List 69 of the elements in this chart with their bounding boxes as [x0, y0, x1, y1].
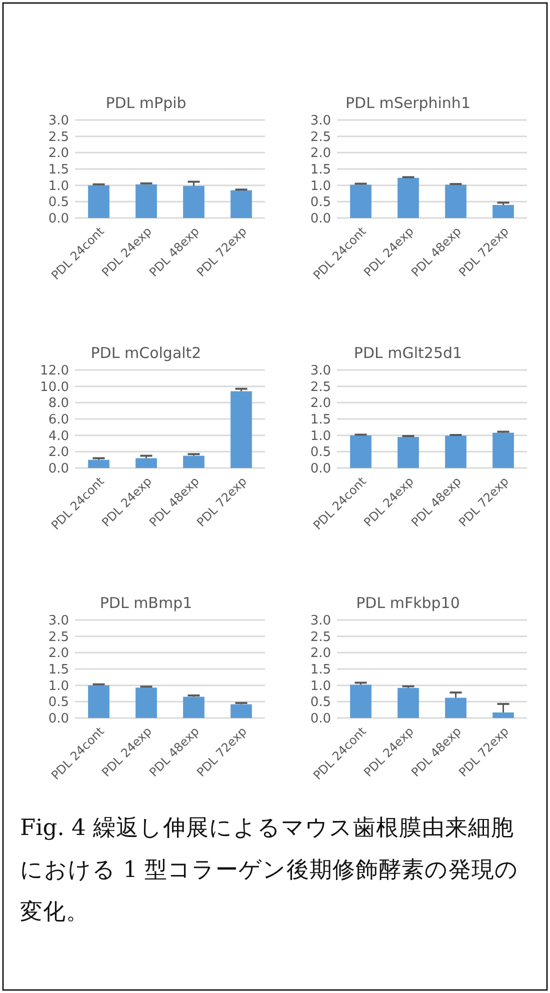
y-tick-label: 2.0 — [48, 445, 69, 460]
y-tick-label: 1.5 — [48, 162, 69, 178]
chart-title: PDL mFkbp10 — [356, 594, 460, 612]
y-tick-label: 1.0 — [48, 678, 69, 694]
y-tick-label: 3.0 — [310, 364, 331, 378]
y-tick-label: 8.0 — [48, 396, 69, 412]
bar — [136, 458, 157, 468]
y-tick-label: 2.0 — [310, 146, 331, 162]
y-tick-label: 0.5 — [310, 195, 331, 210]
y-tick-label: 1.5 — [48, 662, 69, 678]
y-tick-label: 0.0 — [310, 712, 331, 726]
y-tick-label: 6.0 — [48, 412, 69, 428]
bar — [88, 460, 110, 468]
y-tick-label: 3.0 — [310, 614, 331, 628]
y-tick-label: 1.0 — [310, 428, 331, 444]
bar — [350, 684, 372, 718]
bar — [230, 190, 252, 218]
chart-title: PDL mColgalt2 — [90, 344, 202, 362]
y-tick-label: 1.0 — [310, 678, 331, 694]
bar — [230, 391, 252, 468]
bar — [88, 685, 110, 718]
caption: Fig. 4 繰返し伸展によるマウス歯根膜由来細胞における 1 型コラーゲン後期修飾酵素の発現の変化。 — [20, 815, 519, 925]
y-tick-label: 2.0 — [48, 146, 69, 162]
bar — [183, 696, 204, 718]
bar — [88, 185, 110, 218]
y-tick-label: 1.5 — [310, 412, 331, 428]
bar — [136, 184, 157, 218]
y-tick-label: 0.0 — [48, 462, 69, 476]
y-tick-label: 3.0 — [48, 614, 69, 628]
y-tick-label: 0.5 — [48, 195, 69, 210]
y-tick-label: 1.0 — [48, 178, 69, 194]
bar — [136, 688, 157, 718]
bar — [230, 704, 252, 718]
bar — [350, 184, 372, 218]
y-tick-label: 4.0 — [48, 428, 69, 444]
y-tick-label: 10.0 — [40, 380, 69, 395]
chart-title: PDL mGlt25d1 — [354, 344, 462, 362]
y-tick-label: 1.0 — [310, 178, 331, 194]
y-tick-label: 0.5 — [310, 695, 331, 710]
y-tick-label: 2.5 — [48, 630, 69, 645]
y-tick-label: 3.0 — [48, 114, 69, 128]
y-tick-label: 0.0 — [48, 712, 69, 726]
bar — [398, 178, 419, 218]
chart-title: PDL mPpib — [106, 94, 186, 112]
y-tick-label: 2.0 — [310, 646, 331, 662]
y-tick-label: 2.5 — [310, 630, 331, 645]
y-tick-label: 12.0 — [40, 364, 69, 378]
y-tick-label: 0.0 — [310, 462, 331, 476]
bar — [492, 712, 514, 718]
bar — [183, 456, 204, 468]
chart-title: PDL mSerphinh1 — [345, 94, 471, 112]
y-tick-label: 0.5 — [48, 695, 69, 710]
bar — [445, 698, 466, 718]
y-tick-label: 2.0 — [48, 646, 69, 662]
y-tick-label: 2.5 — [48, 130, 69, 145]
chart-title: PDL mBmp1 — [100, 594, 192, 612]
bar — [183, 186, 204, 218]
y-tick-label: 1.5 — [310, 162, 331, 178]
y-tick-label: 2.5 — [310, 380, 331, 395]
bar — [398, 688, 419, 718]
y-tick-label: 0.5 — [310, 445, 331, 460]
y-tick-label: 2.0 — [310, 396, 331, 412]
y-tick-label: 0.0 — [48, 212, 69, 226]
y-tick-label: 2.5 — [310, 130, 331, 145]
y-tick-label: 0.0 — [310, 212, 331, 226]
y-tick-label: 1.5 — [310, 662, 331, 678]
bar — [492, 204, 514, 218]
y-tick-label: 3.0 — [310, 114, 331, 128]
bar — [445, 184, 466, 218]
